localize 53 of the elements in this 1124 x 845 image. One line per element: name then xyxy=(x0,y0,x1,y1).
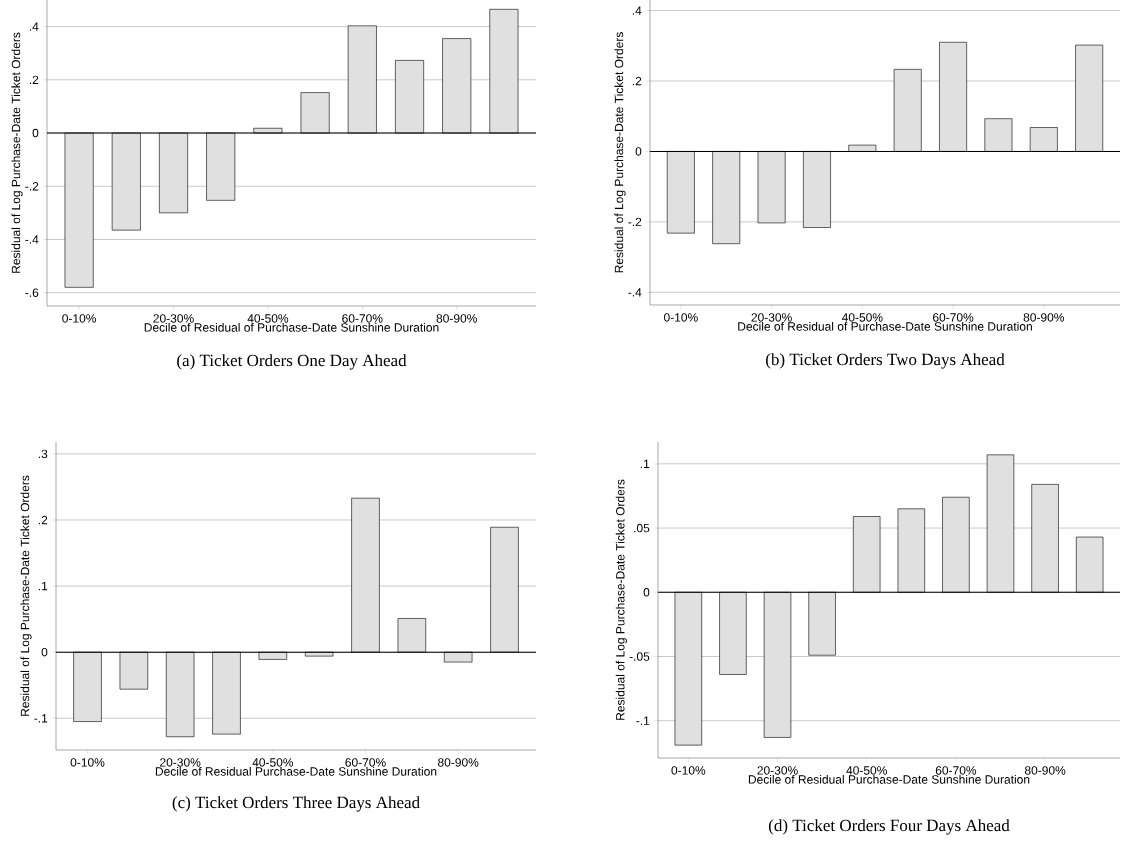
x-axis-title: Decile of Residual of Purchase-Date Sunshine Duration xyxy=(738,321,1032,331)
y-tick-label: 0 xyxy=(643,588,650,597)
text: (d) Ticket Orders Four Days Ahead xyxy=(768,819,1010,835)
y-axis-title: Residual of Log Purchase-Date Ticket Orders xyxy=(614,32,626,273)
y-axis-title: Residual of Log Purchase-Date Ticket Orders xyxy=(11,32,23,273)
x-tick-label: 60-70% xyxy=(345,758,386,767)
x-tick-label: 60-70% xyxy=(932,313,974,322)
y-tick-label: .2 xyxy=(29,75,39,85)
x-axis-title: Decile of Residual of Purchase-Date Sunshine Duration xyxy=(144,322,439,332)
y-axis-title: Residual of Log Purchase-Date Ticket Orders xyxy=(615,479,627,720)
x-tick-label: 20-30% xyxy=(751,313,792,322)
x-tick-label: 40-50% xyxy=(841,313,883,322)
x-tick-label: 20-30% xyxy=(160,758,201,767)
y-tick-label: -.4 xyxy=(628,288,642,297)
y-tick-label: .4 xyxy=(632,6,642,15)
x-tick-label: 60-70% xyxy=(342,314,383,323)
y-tick-label: -.6 xyxy=(25,288,39,297)
x-tick-label: 40-50% xyxy=(846,766,887,775)
y-tick-label: .2 xyxy=(38,515,48,525)
x-tick-label: 20-30% xyxy=(757,766,798,775)
x-tick-label: 40-50% xyxy=(247,314,289,323)
x-axis-title: Decile of Residual Purchase-Date Sunshine Duration xyxy=(155,766,437,776)
y-tick-label: -.1 xyxy=(636,716,650,725)
x-tick-label: 40-50% xyxy=(252,758,294,767)
x-tick-label: 80-90% xyxy=(438,758,479,767)
y-tick-label: .05 xyxy=(634,523,650,533)
x-tick-label: 0-10% xyxy=(663,313,698,322)
x-tick-label: 0-10% xyxy=(671,766,706,775)
y-tick-label: .3 xyxy=(38,449,48,459)
y-tick-label: .1 xyxy=(640,459,650,468)
y-tick-label: -.2 xyxy=(628,217,642,227)
y-tick-label: -.2 xyxy=(25,182,39,191)
y-tick-label: 0 xyxy=(41,647,48,657)
y-tick-label: -.1 xyxy=(34,714,48,723)
x-tick-label: 0-10% xyxy=(62,314,97,323)
y-tick-label: 0 xyxy=(32,128,39,138)
x-axis-title: Decile of Residual Purchase-Date Sunshine Duration xyxy=(748,774,1030,784)
x-tick-label: 0-10% xyxy=(70,758,105,767)
x-tick-label: 80-90% xyxy=(1023,313,1065,322)
x-tick-label: 80-90% xyxy=(436,314,477,323)
y-tick-label: .4 xyxy=(29,22,39,31)
text: (a) Ticket Orders One Day Ahead xyxy=(177,354,407,370)
text: (b) Ticket Orders Two Days Ahead xyxy=(766,353,1005,369)
y-tick-label: 0 xyxy=(635,147,642,156)
y-tick-label: -.4 xyxy=(25,235,39,244)
y-axis-title: Residual of Log Purchase-Date Ticket Orders xyxy=(20,475,32,716)
y-tick-label: .2 xyxy=(632,76,642,86)
x-tick-label: 80-90% xyxy=(1024,766,1066,775)
text: (c) Ticket Orders Three Days Ahead xyxy=(172,796,420,812)
y-tick-label: .1 xyxy=(38,581,48,591)
y-tick-label: -.05 xyxy=(629,652,650,661)
x-tick-label: 20-30% xyxy=(153,314,194,323)
x-tick-label: 60-70% xyxy=(935,766,977,775)
